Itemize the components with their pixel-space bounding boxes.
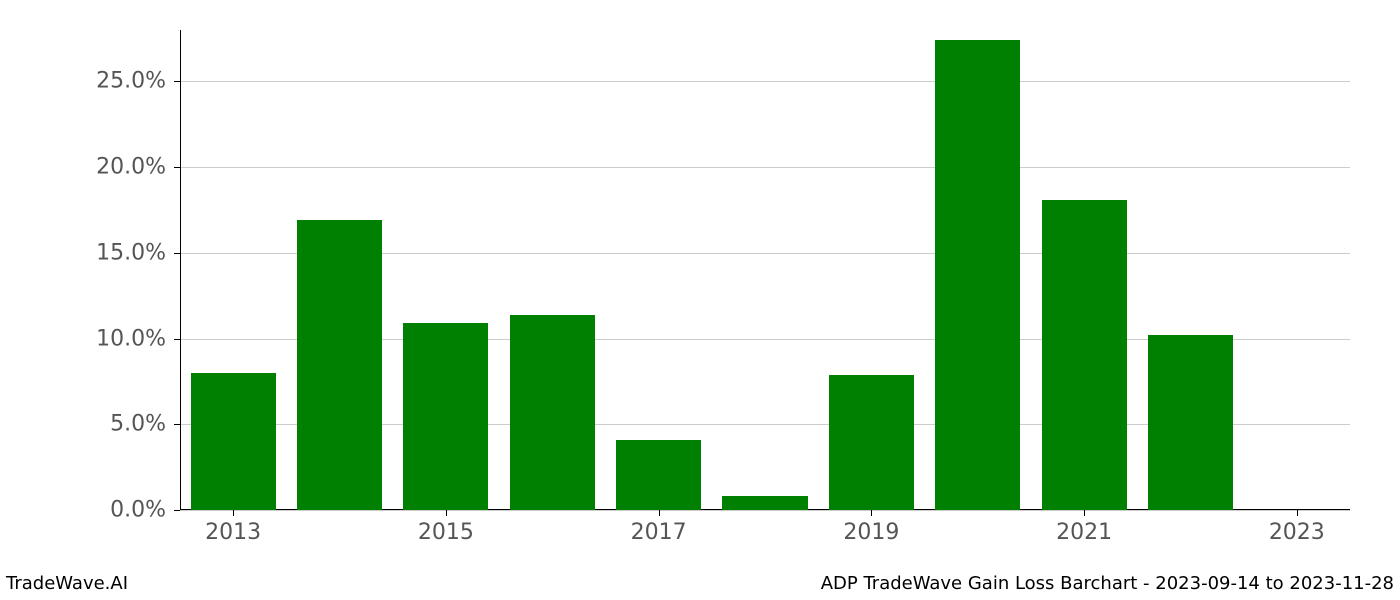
x-tick-mark <box>446 510 447 516</box>
x-tick-mark <box>1084 510 1085 516</box>
bar <box>1148 335 1233 510</box>
x-tick-label: 2023 <box>1269 520 1325 545</box>
grid-line <box>180 510 1350 511</box>
bar <box>191 373 276 510</box>
x-tick-mark <box>871 510 872 516</box>
bar <box>722 496 807 510</box>
y-tick-label: 20.0% <box>0 155 166 180</box>
grid-line <box>180 167 1350 168</box>
x-tick-mark <box>1297 510 1298 516</box>
x-tick-mark <box>233 510 234 516</box>
grid-line <box>180 81 1350 82</box>
bar <box>1042 200 1127 510</box>
bar <box>403 323 488 510</box>
x-tick-label: 2013 <box>205 520 261 545</box>
x-tick-label: 2017 <box>631 520 687 545</box>
x-tick-label: 2021 <box>1056 520 1112 545</box>
plot-area: 0.0%5.0%10.0%15.0%20.0%25.0%201320152017… <box>180 30 1350 510</box>
x-tick-label: 2015 <box>418 520 474 545</box>
bar <box>616 440 701 510</box>
bar <box>829 375 914 510</box>
y-tick-mark <box>174 510 180 511</box>
y-axis-line <box>180 30 181 510</box>
footer-left-label: TradeWave.AI <box>6 573 128 594</box>
y-tick-label: 25.0% <box>0 69 166 94</box>
bar <box>510 315 595 510</box>
y-tick-label: 10.0% <box>0 326 166 351</box>
footer-right-label: ADP TradeWave Gain Loss Barchart - 2023-… <box>821 573 1394 594</box>
bar <box>935 40 1020 510</box>
y-tick-label: 0.0% <box>0 498 166 523</box>
chart-container: 0.0% 5.0% 10.0% 15.0% 20.0% 25.0% 2013 2015 2017… <box>0 0 1400 600</box>
x-tick-label: 2019 <box>843 520 899 545</box>
x-tick-mark <box>659 510 660 516</box>
bar <box>297 220 382 510</box>
y-tick-label: 5.0% <box>0 412 166 437</box>
y-tick-label: 15.0% <box>0 240 166 265</box>
